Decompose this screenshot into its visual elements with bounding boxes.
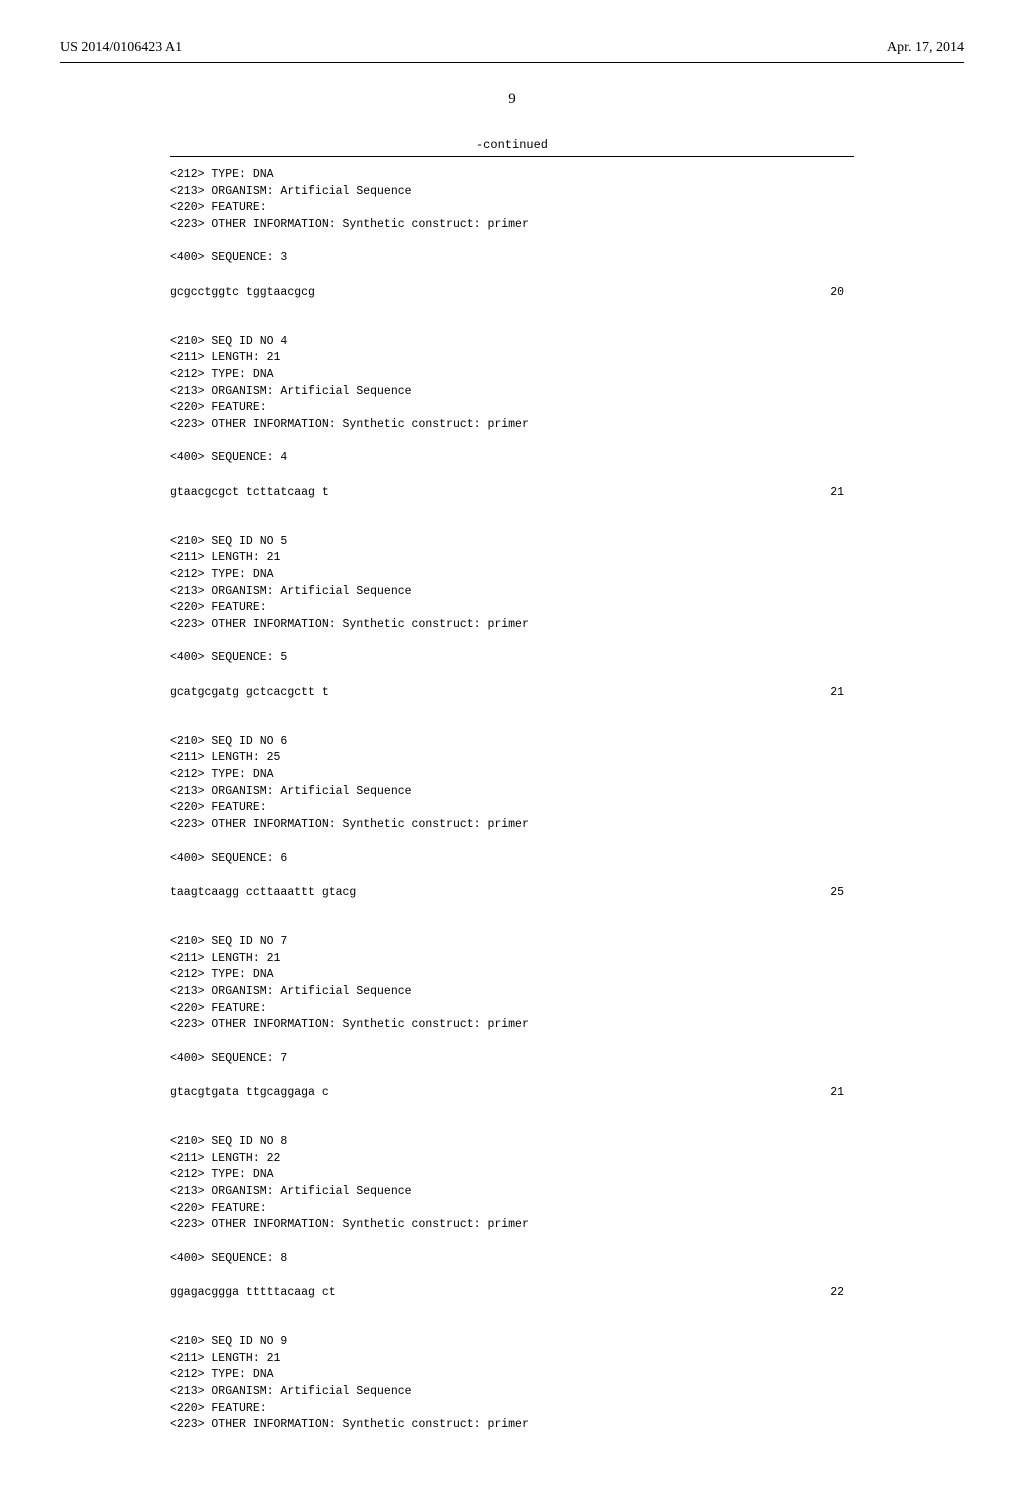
sequence-listing-content: <212> TYPE: DNA <213> ORGANISM: Artifici… [170, 167, 854, 1434]
spacer [170, 502, 854, 524]
seq-sequence-line: gcgcctggtc tggtaacgcg 20 [170, 285, 854, 302]
spacer [170, 302, 854, 324]
sequence-listing-area: -continued <212> TYPE: DNA <213> ORGANIS… [170, 138, 854, 1434]
spacer [170, 702, 854, 724]
page-header: US 2014/0106423 A1 Apr. 17, 2014 [60, 40, 964, 56]
spacer [170, 667, 854, 675]
seq-sequence-line: ggagacggga tttttacaag ct 22 [170, 1285, 854, 1302]
header-rule [60, 62, 964, 63]
seq-sequence-line: gtacgtgata ttgcaggaga c 21 [170, 1085, 854, 1102]
sequence-length: 21 [830, 1085, 854, 1102]
seq-header-block: <210> SEQ ID NO 6 <211> LENGTH: 25 <212>… [170, 734, 854, 867]
sequence-text: gcatgcgatg gctcacgctt t [170, 685, 329, 702]
spacer [170, 1302, 854, 1324]
publication-date: Apr. 17, 2014 [887, 40, 964, 56]
seq-header-block: <210> SEQ ID NO 8 <211> LENGTH: 22 <212>… [170, 1134, 854, 1267]
continued-label: -continued [170, 138, 854, 152]
sequence-text: gcgcctggtc tggtaacgcg [170, 285, 315, 302]
spacer [170, 1067, 854, 1075]
sequence-text: taagtcaagg ccttaaattt gtacg [170, 885, 356, 902]
sequence-length: 21 [830, 685, 854, 702]
seq-header-block: <210> SEQ ID NO 9 <211> LENGTH: 21 <212>… [170, 1334, 854, 1434]
publication-number: US 2014/0106423 A1 [60, 40, 182, 56]
spacer [170, 902, 854, 924]
seq-sequence-line: gcatgcgatg gctcacgctt t 21 [170, 685, 854, 702]
spacer [170, 267, 854, 275]
listing-top-rule [170, 156, 854, 157]
patent-page: US 2014/0106423 A1 Apr. 17, 2014 9 -cont… [0, 0, 1024, 1494]
seq-header-block: <210> SEQ ID NO 5 <211> LENGTH: 21 <212>… [170, 534, 854, 667]
spacer [170, 867, 854, 875]
seq-sequence-line: gtaacgcgct tcttatcaag t 21 [170, 485, 854, 502]
sequence-length: 20 [830, 285, 854, 302]
seq-header-block: <212> TYPE: DNA <213> ORGANISM: Artifici… [170, 167, 854, 267]
spacer [170, 1102, 854, 1124]
page-number: 9 [60, 91, 964, 108]
seq-header-block: <210> SEQ ID NO 7 <211> LENGTH: 21 <212>… [170, 934, 854, 1067]
sequence-text: gtaacgcgct tcttatcaag t [170, 485, 329, 502]
seq-sequence-line: taagtcaagg ccttaaattt gtacg 25 [170, 885, 854, 902]
sequence-text: ggagacggga tttttacaag ct [170, 1285, 336, 1302]
seq-header-block: <210> SEQ ID NO 4 <211> LENGTH: 21 <212>… [170, 334, 854, 467]
sequence-length: 21 [830, 485, 854, 502]
sequence-length: 22 [830, 1285, 854, 1302]
sequence-text: gtacgtgata ttgcaggaga c [170, 1085, 329, 1102]
sequence-length: 25 [830, 885, 854, 902]
spacer [170, 467, 854, 475]
spacer [170, 1267, 854, 1275]
